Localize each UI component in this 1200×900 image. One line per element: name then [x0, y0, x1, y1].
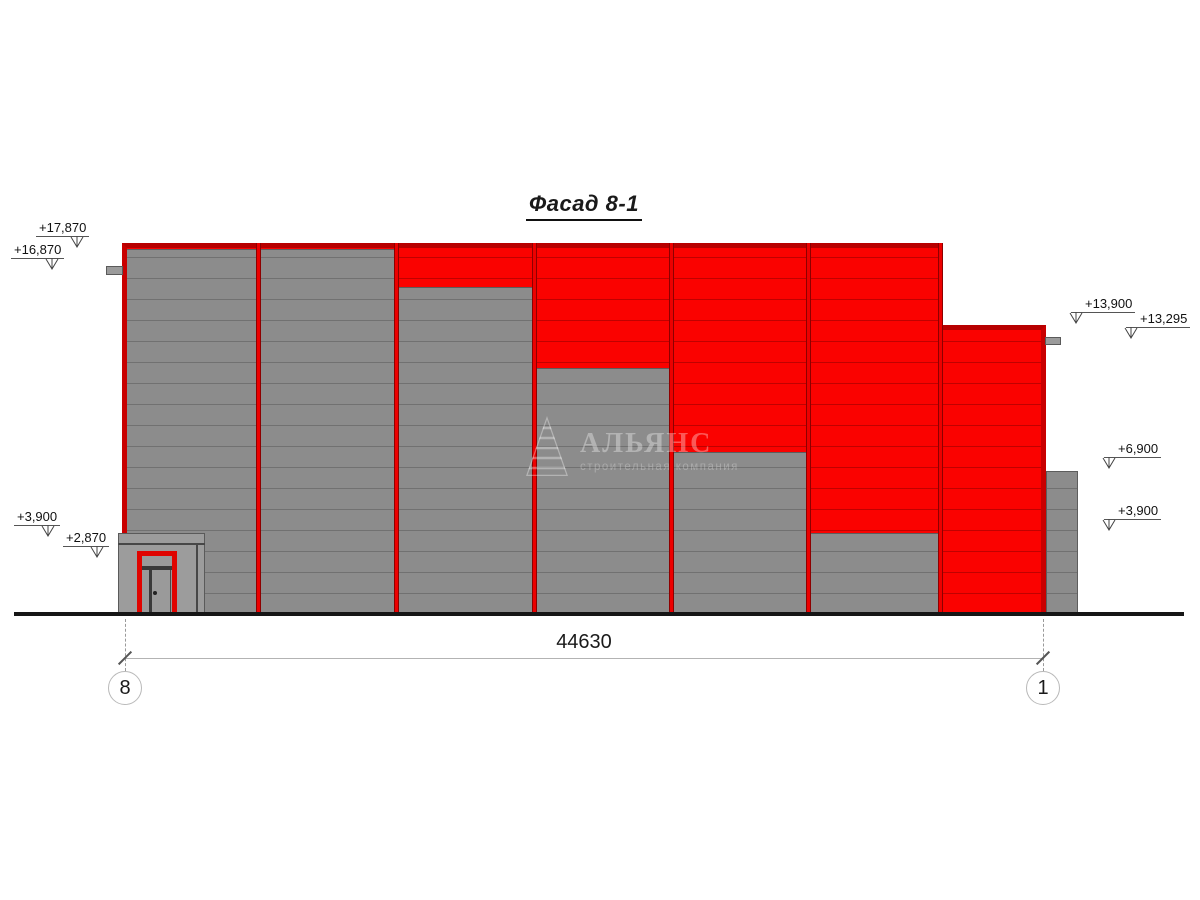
door-handle [153, 591, 157, 595]
extension-line-right [1043, 619, 1044, 671]
door-edge-line [170, 570, 171, 615]
gray-panel-bay-3 [399, 287, 532, 615]
porch-roof-line [118, 543, 205, 545]
elevation-marker-13295: +13,295 [1124, 311, 1191, 339]
door-lintel [142, 566, 172, 570]
drawing-title-wrap: Фасад 8-1 [450, 191, 718, 221]
gray-corner-column [1046, 471, 1078, 615]
left-canopy-stub [106, 266, 123, 275]
red-mullion-4 [669, 243, 674, 615]
dimension-line [125, 658, 1043, 659]
gray-panel-bay-4 [537, 368, 669, 615]
elevation-marker-3900-right: +3,900 [1102, 503, 1162, 531]
elevation-marker-3900-left: +3,900 [14, 509, 61, 537]
gray-panel-bay-6 [811, 533, 938, 615]
entrance-door [137, 551, 177, 615]
red-mullion-5 [806, 243, 811, 615]
grid-axis-bubble-1: 1 [1026, 671, 1060, 705]
porch-column-line [196, 545, 198, 615]
elevation-marker-16870: +16,870 [11, 242, 65, 270]
gray-panel-bay-5 [674, 452, 806, 615]
ground-line [14, 612, 1184, 616]
elevation-marker-13900: +13,900 [1069, 296, 1136, 324]
red-mullion-2 [394, 243, 399, 615]
red-mullion-3 [532, 243, 537, 615]
gray-panel-bay-2 [261, 249, 394, 615]
extension-line-left [125, 619, 126, 671]
elevation-marker-2870: +2,870 [63, 530, 110, 558]
drawing-title: Фасад 8-1 [526, 191, 642, 221]
elevation-marker-6900: +6,900 [1102, 441, 1162, 469]
door-stile [149, 570, 152, 615]
red-mullion-6 [938, 243, 943, 615]
right-canopy-stub [1045, 337, 1061, 345]
grid-axis-bubble-8: 8 [108, 671, 142, 705]
dimension-value: 44630 [556, 631, 612, 653]
facade-red-cladding-low [941, 325, 1046, 615]
elevation-marker-17870: +17,870 [36, 220, 90, 248]
red-mullion-1 [256, 243, 261, 615]
